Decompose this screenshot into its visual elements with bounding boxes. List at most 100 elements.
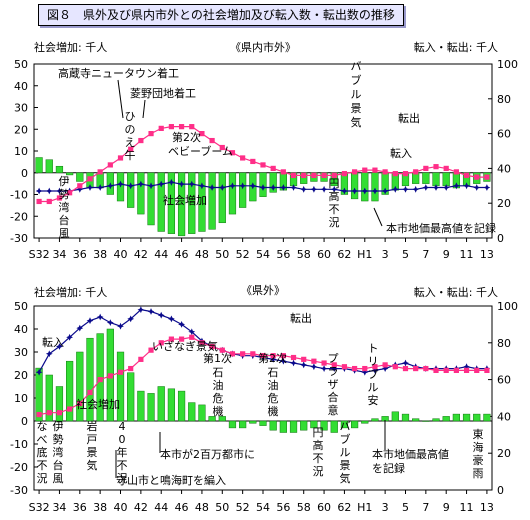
annotation-char: 景 bbox=[340, 459, 351, 472]
point-outflow bbox=[331, 172, 337, 178]
bar-social-increase bbox=[218, 172, 226, 224]
bar-social-increase bbox=[116, 351, 125, 422]
right-axis-label: 転入・転出: 千人 bbox=[414, 40, 498, 54]
x-tick-label: H1 bbox=[357, 501, 372, 514]
left-tick-label: 10 bbox=[14, 145, 28, 158]
bar-social-increase bbox=[473, 413, 481, 422]
x-tick-label: 40 bbox=[114, 501, 128, 514]
annotation-char: 勢 bbox=[59, 187, 70, 201]
annotation-char: 不 bbox=[37, 459, 48, 472]
bar-social-increase bbox=[361, 172, 369, 202]
point-outflow bbox=[97, 169, 103, 175]
point-outflow bbox=[260, 353, 266, 359]
bar-social-increase bbox=[157, 386, 165, 422]
point-outflow bbox=[229, 150, 236, 156]
x-tick-label: 13 bbox=[480, 501, 494, 514]
point-inflow bbox=[96, 313, 104, 321]
point-inflow bbox=[361, 368, 369, 376]
point-inflow bbox=[330, 365, 338, 372]
bar-social-increase bbox=[310, 420, 318, 429]
bar-social-increase bbox=[137, 172, 145, 215]
bar-social-increase bbox=[177, 172, 186, 237]
annotation-char: ト bbox=[368, 342, 379, 355]
annotation-char: 伊 bbox=[59, 175, 70, 188]
bar-social-increase bbox=[300, 172, 308, 184]
point-outflow bbox=[240, 351, 246, 357]
point-outflow bbox=[423, 365, 429, 372]
right-tick-label: 100 bbox=[497, 58, 518, 71]
x-tick-label: 13 bbox=[480, 248, 494, 261]
annotation-pointer bbox=[373, 207, 383, 227]
x-tick-label: S32 bbox=[29, 248, 50, 261]
point-inflow bbox=[300, 361, 308, 369]
bar-social-increase bbox=[279, 420, 287, 433]
point-inflow bbox=[198, 182, 206, 190]
bar-social-increase bbox=[249, 420, 257, 424]
bar-social-increase bbox=[422, 420, 430, 422]
point-outflow bbox=[352, 365, 358, 372]
bar-social-increase bbox=[45, 159, 53, 173]
annotation-char: 気 bbox=[87, 458, 98, 472]
point-outflow bbox=[168, 124, 174, 130]
bar-social-increase bbox=[167, 388, 176, 422]
bar-social-increase bbox=[147, 172, 155, 226]
annotation-char: 底 bbox=[37, 445, 48, 459]
point-outflow bbox=[199, 131, 205, 137]
point-outflow bbox=[311, 172, 317, 178]
point-outflow bbox=[423, 165, 429, 171]
point-outflow bbox=[402, 171, 409, 177]
x-tick-label: 46 bbox=[175, 248, 189, 261]
x-tick-label: 52 bbox=[236, 501, 250, 514]
x-tick-label: 52 bbox=[236, 248, 250, 261]
x-tick-label: 7 bbox=[422, 501, 429, 514]
point-outflow bbox=[443, 165, 449, 171]
point-outflow bbox=[301, 356, 307, 362]
point-outflow bbox=[67, 406, 73, 412]
point-inflow bbox=[391, 185, 399, 193]
annotation-char: バ bbox=[351, 60, 362, 73]
bar-social-increase bbox=[422, 172, 430, 184]
annotation-pointer bbox=[142, 99, 146, 119]
x-tick-label: 54 bbox=[256, 248, 270, 261]
bar-social-increase bbox=[361, 420, 369, 424]
x-tick-label: 36 bbox=[73, 248, 87, 261]
point-inflow bbox=[259, 184, 267, 191]
plot-frame bbox=[33, 63, 493, 239]
point-outflow bbox=[209, 137, 215, 144]
point-inflow bbox=[330, 185, 338, 193]
right-tick-label: 0 bbox=[497, 232, 504, 245]
point-outflow bbox=[341, 171, 348, 177]
point-outflow bbox=[331, 362, 337, 368]
left-tick-label: 10 bbox=[14, 392, 28, 405]
annotation-char: ブ bbox=[340, 432, 351, 446]
point-inflow bbox=[310, 363, 318, 371]
point-outflow bbox=[484, 367, 490, 373]
annotation-text: 本市地価最高値 bbox=[372, 447, 449, 461]
x-tick-label: 58 bbox=[297, 501, 311, 514]
right-axis-label: 転入・転出: 千人 bbox=[414, 285, 498, 299]
right-tick-label: 80 bbox=[497, 93, 511, 106]
point-outflow bbox=[56, 195, 63, 201]
annotation-char: 石 bbox=[268, 366, 279, 379]
right-tick-label: 100 bbox=[497, 300, 518, 313]
annotation-char: 不 bbox=[313, 452, 324, 465]
point-inflow bbox=[422, 184, 430, 191]
point-inflow bbox=[453, 182, 460, 190]
annotation-char: ル bbox=[351, 88, 362, 101]
point-inflow bbox=[351, 187, 358, 195]
bar-social-increase bbox=[198, 404, 206, 422]
left-tick-label: 0 bbox=[21, 415, 28, 428]
x-tick-label: S32 bbox=[29, 501, 50, 514]
bar-social-increase bbox=[462, 413, 471, 422]
right-tick-label: 20 bbox=[497, 197, 511, 210]
point-outflow bbox=[372, 167, 378, 173]
left-tick-label: -30 bbox=[10, 232, 28, 245]
annotation-char: ブ bbox=[351, 73, 362, 87]
point-inflow bbox=[86, 184, 94, 191]
point-inflow bbox=[371, 187, 379, 195]
annotation-char: 機 bbox=[268, 404, 279, 418]
bar-social-increase bbox=[157, 172, 165, 232]
